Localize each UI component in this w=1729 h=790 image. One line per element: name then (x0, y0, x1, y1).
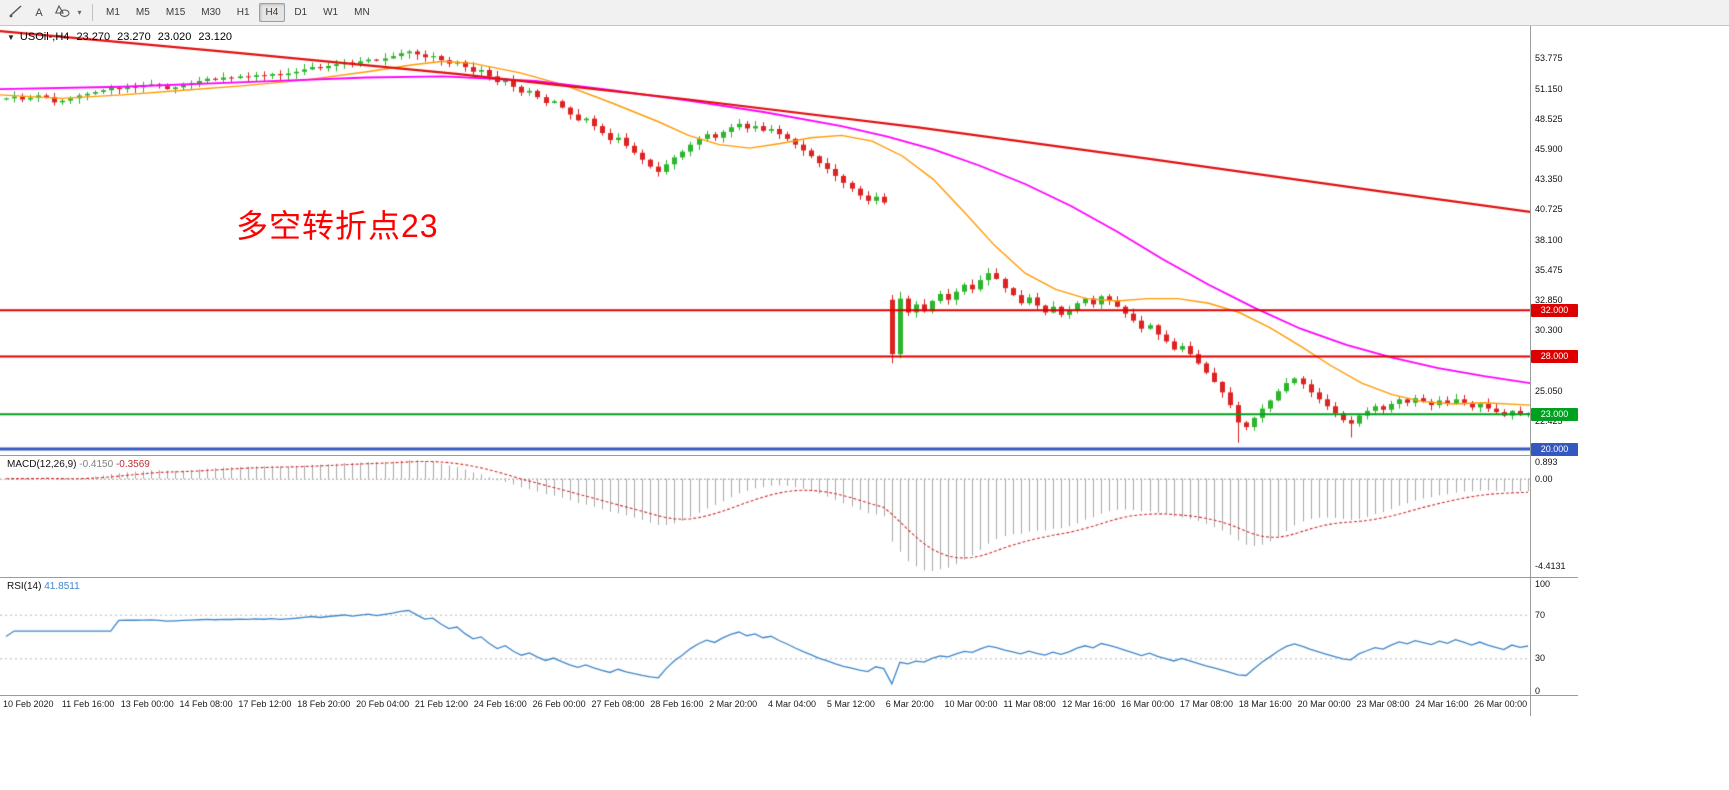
rsi-axis-label: 100 (1535, 579, 1551, 589)
time-axis-label: 20 Feb 04:00 (356, 699, 410, 709)
time-axis-label: 2 Mar 20:00 (709, 699, 758, 709)
ohlc-high: 23.270 (117, 31, 151, 43)
chart-title: USOil-,H4 (19, 31, 70, 43)
trendline-tool-button[interactable] (5, 3, 27, 23)
time-axis-label: 4 Mar 04:00 (768, 699, 817, 709)
time-axis-label: 24 Feb 16:00 (473, 699, 527, 709)
rsi-value: 41.8511 (44, 581, 80, 592)
price-axis-label: 30.300 (1535, 324, 1563, 335)
time-axis-label: 21 Feb 12:00 (414, 699, 468, 709)
timeframe-button-w1[interactable]: W1 (323, 7, 339, 18)
time-axis-label: 20 Mar 00:00 (1297, 699, 1351, 709)
time-axis-label: 27 Feb 08:00 (591, 699, 645, 709)
time-axis-label: 5 Mar 12:00 (826, 699, 875, 709)
price-axis-label: 43.350 (1535, 173, 1563, 184)
price-axis-label: 32.850 (1535, 295, 1563, 306)
time-axis-label: 10 Feb 2020 (3, 699, 54, 709)
rsi-panel-separator[interactable] (0, 577, 1578, 578)
price-axis-label: 40.725 (1535, 204, 1563, 215)
ohlc-close: 23.120 (198, 31, 233, 43)
chart-header: ▼ USOil-,H4 23.270 23.270 23.020 23.120 (7, 31, 232, 43)
price-axis-label: 53.775 (1535, 53, 1563, 64)
time-axis-label: 23 Mar 08:00 (1356, 699, 1410, 709)
timeframe-button-mn[interactable]: MN (354, 7, 370, 18)
price-tag-20.000: 20.000 (1531, 442, 1578, 456)
price-axis-label: 48.525 (1535, 113, 1563, 124)
symbol-collapse-icon[interactable]: ▼ (7, 32, 15, 42)
price-axis-label: 45.900 (1535, 144, 1563, 155)
timeframe-button-d1[interactable]: D1 (294, 7, 308, 18)
price-tag-32.000: 32.000 (1531, 303, 1578, 317)
timeframe-button-h1[interactable]: H1 (236, 7, 250, 18)
main-chart-canvas[interactable] (0, 26, 1530, 455)
macd-axis-label: 0.893 (1535, 457, 1558, 467)
time-axis-label: 6 Mar 20:00 (885, 699, 934, 709)
time-axis-label: 10 Mar 00:00 (944, 699, 998, 709)
ohlc-open: 23.270 (76, 31, 111, 43)
toolbar-separator (92, 4, 93, 21)
rsi-label: RSI(14) 41.8511 (7, 581, 80, 592)
timeframe-button-h4[interactable]: H4 (258, 3, 286, 22)
macd-label: MACD(12,26,9) -0.4150 -0.3569 (7, 459, 150, 470)
rsi-title: RSI(14) (7, 581, 42, 592)
time-axis-label: 14 Feb 08:00 (179, 699, 233, 709)
time-axis-label: 18 Mar 16:00 (1238, 699, 1292, 709)
rsi-panel-canvas[interactable] (0, 578, 1530, 695)
time-axis-label: 11 Mar 08:00 (1003, 699, 1056, 709)
macd-panel-separator[interactable] (0, 455, 1578, 456)
price-axis-label: 51.150 (1535, 83, 1563, 94)
price-axis-label: 25.050 (1535, 385, 1563, 396)
price-axis-label: 22.425 (1535, 416, 1563, 427)
text-tool-button[interactable]: A (35, 6, 43, 19)
time-axis-label: 26 Mar 00:00 (1474, 699, 1528, 709)
toolbar: A ▾ M1 M5 M15 M30 H1 H4 D1 W1 MN (0, 0, 1729, 26)
shapes-icon (54, 4, 70, 21)
macd-axis-label: 0.00 (1535, 473, 1553, 484)
macd-value: -0.4150 (79, 459, 114, 470)
price-tag-28.000: 28.000 (1531, 349, 1578, 363)
time-axis-label: 16 Mar 00:00 (1121, 699, 1175, 709)
ohlc-low: 23.020 (157, 31, 192, 43)
price-axis-divider (1530, 26, 1531, 716)
time-axis-label: 17 Mar 08:00 (1179, 699, 1233, 709)
annotation-text[interactable]: 多空转折点23 (236, 208, 439, 244)
tools-dropdown-caret-icon[interactable]: ▾ (77, 8, 82, 17)
macd-title: MACD(12,26,9) (7, 459, 77, 470)
shapes-tool-button[interactable] (51, 3, 73, 23)
price-axis-label: 38.100 (1535, 234, 1563, 245)
macd-axis-label: -4.4131 (1535, 561, 1566, 571)
time-axis-label: 12 Mar 16:00 (1062, 699, 1116, 709)
time-axis-label: 26 Feb 00:00 (532, 699, 586, 709)
rsi-axis-label: 0 (1535, 686, 1541, 696)
time-axis-label: 11 Feb 16:00 (61, 699, 115, 709)
price-tag-23.000: 23.000 (1531, 407, 1578, 421)
timeframe-button-m1[interactable]: M1 (106, 7, 120, 18)
macd-signal-value: -0.3569 (115, 459, 150, 470)
price-axis-label: 35.475 (1535, 264, 1563, 275)
rsi-axis-label: 70 (1535, 609, 1546, 620)
trendline-icon (9, 4, 23, 21)
time-axis-label: 24 Mar 16:00 (1415, 699, 1469, 709)
time-axis-label: 28 Feb 16:00 (650, 699, 704, 709)
timeframe-button-m30[interactable]: M30 (201, 7, 221, 18)
timeframe-button-m15[interactable]: M15 (165, 7, 186, 18)
macd-panel-canvas[interactable] (0, 456, 1530, 577)
timeframe-button-m5[interactable]: M5 (135, 7, 150, 18)
time-axis-label: 13 Feb 00:00 (120, 699, 174, 709)
time-axis-label: 17 Feb 12:00 (238, 699, 292, 709)
time-axis-separator (0, 695, 1578, 696)
time-axis-label: 18 Feb 20:00 (297, 699, 351, 709)
rsi-axis-label: 30 (1535, 653, 1546, 664)
